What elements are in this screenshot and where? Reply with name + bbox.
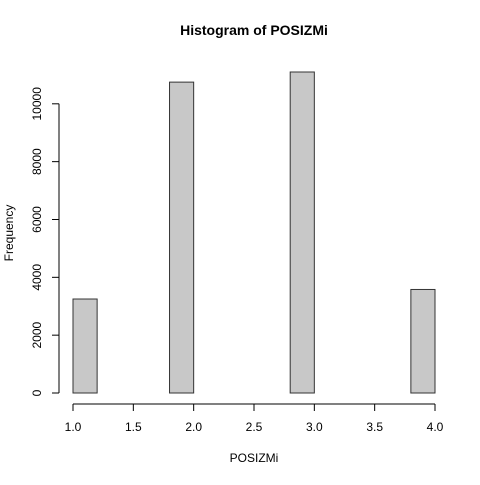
x-tick-label: 2.0 (185, 420, 202, 434)
histogram-bar-14 (410, 288, 436, 394)
histogram-bar-0 (72, 298, 98, 394)
y-tick-label: 8000 (30, 148, 44, 175)
x-tick-label: 1.0 (65, 420, 82, 434)
y-tick-label: 0 (30, 389, 44, 396)
x-axis: 1.0 1.5 2.0 2.5 3.0 3.5 4.0 (65, 403, 444, 434)
y-axis: 0 2000 4000 6000 8000 10000 (30, 87, 60, 396)
x-tick-label: 1.5 (125, 420, 142, 434)
y-tick-label: 2000 (30, 321, 44, 348)
histogram-bar-9 (289, 71, 315, 394)
y-tick-label: 4000 (30, 264, 44, 291)
chart-title: Histogram of POSIZMi (180, 22, 328, 38)
x-tick-label: 3.5 (366, 420, 383, 434)
y-tick-label: 10000 (30, 87, 44, 121)
histogram-bar-4 (169, 81, 195, 394)
x-tick-label: 4.0 (427, 420, 444, 434)
x-tick-label: 2.5 (246, 420, 263, 434)
x-axis-label: POSIZMi (230, 451, 279, 465)
y-tick-label: 6000 (30, 206, 44, 233)
y-axis-label: Frequency (2, 205, 16, 262)
x-tick-label: 3.0 (306, 420, 323, 434)
histogram-bars (72, 71, 436, 394)
